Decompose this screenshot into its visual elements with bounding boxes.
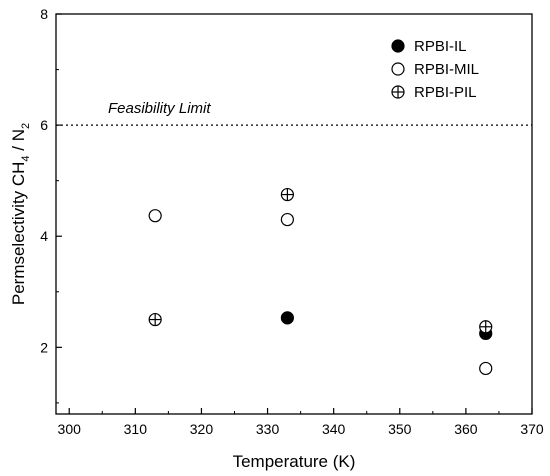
- x-axis-label: Temperature (K): [233, 452, 356, 471]
- point-rpbi-pil: [148, 312, 162, 327]
- data-points: [148, 187, 493, 376]
- legend-label: RPBI-PIL: [414, 84, 477, 101]
- y-tick-label: 6: [40, 117, 48, 133]
- x-tick-label: 370: [520, 421, 544, 437]
- x-tick-label: 330: [256, 421, 280, 437]
- x-tick-label: 350: [388, 421, 412, 437]
- y-tick-label: 2: [40, 339, 48, 355]
- x-tick-label: 360: [454, 421, 478, 437]
- legend-marker-rpbi-pil: [391, 85, 405, 99]
- y-tick-label: 4: [40, 228, 48, 244]
- x-tick-label: 310: [124, 421, 148, 437]
- point-rpbi-mil: [280, 212, 294, 227]
- point-rpbi-mil: [479, 361, 493, 376]
- x-tick-label: 300: [58, 421, 82, 437]
- y-axis-label-sub1: 4: [20, 155, 32, 161]
- point-rpbi-il: [280, 311, 294, 325]
- y-axis-label-main: Permselectivity CH: [9, 162, 28, 306]
- legend-label: RPBI-MIL: [414, 61, 479, 78]
- point-rpbi-mil: [148, 209, 162, 223]
- legend-marker-rpbi-il: [391, 39, 405, 53]
- x-axis-ticks: 300 310 320 330 340 350 360 370: [58, 408, 544, 437]
- point-rpbi-pil: [479, 320, 493, 334]
- legend: RPBI-IL RPBI-MIL RPBI-PIL: [391, 38, 479, 101]
- y-axis-label: Permselectivity CH4 / N2: [9, 123, 32, 305]
- legend-marker-rpbi-mil: [391, 62, 405, 76]
- plot-frame: [55, 13, 533, 415]
- point-rpbi-pil: [280, 187, 294, 202]
- x-tick-label: 320: [190, 421, 214, 437]
- y-tick-label: 8: [40, 6, 48, 22]
- y-axis-ticks: 2 4 6 8: [40, 6, 62, 404]
- x-tick-label: 340: [322, 421, 346, 437]
- y-axis-label-sub2: 2: [20, 123, 32, 129]
- feasibility-limit-label: Feasibility Limit: [108, 100, 211, 117]
- y-axis-label-mid: / N: [9, 129, 28, 155]
- legend-label: RPBI-IL: [414, 38, 467, 55]
